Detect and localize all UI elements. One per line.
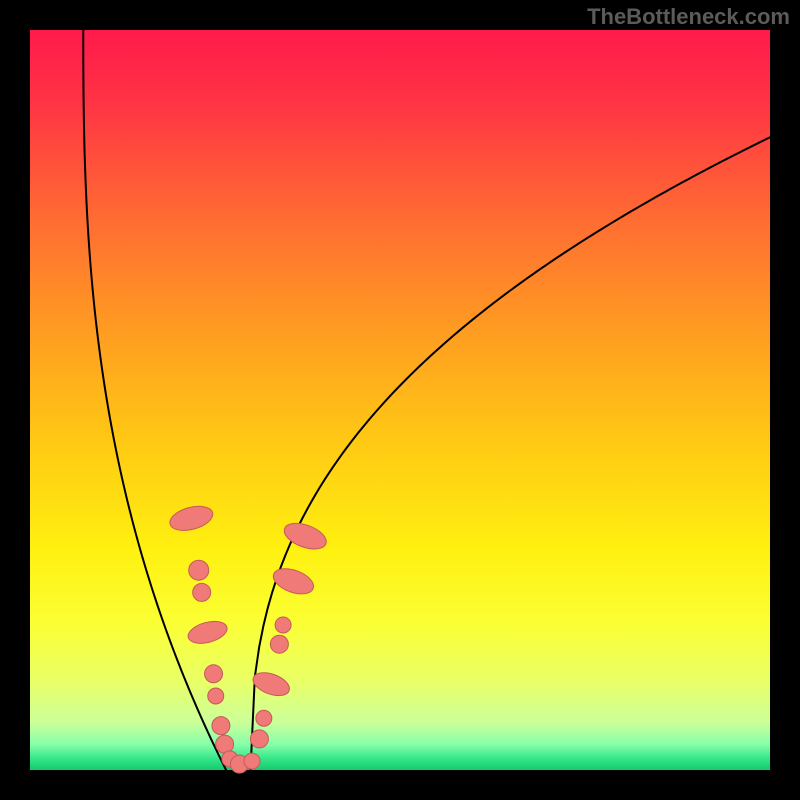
gradient-background bbox=[30, 30, 770, 770]
chart-container: TheBottleneck.com bbox=[0, 0, 800, 800]
marker-point bbox=[212, 717, 230, 735]
watermark-text: TheBottleneck.com bbox=[587, 4, 790, 30]
marker-point bbox=[208, 688, 224, 704]
marker-point bbox=[275, 617, 291, 633]
marker-point bbox=[216, 735, 234, 753]
marker-point bbox=[250, 730, 268, 748]
marker-point bbox=[256, 710, 272, 726]
marker-point bbox=[270, 635, 288, 653]
marker-point bbox=[193, 583, 211, 601]
marker-point bbox=[244, 753, 260, 769]
bottleneck-chart-svg bbox=[0, 0, 800, 800]
marker-point bbox=[189, 560, 209, 580]
marker-point bbox=[205, 665, 223, 683]
